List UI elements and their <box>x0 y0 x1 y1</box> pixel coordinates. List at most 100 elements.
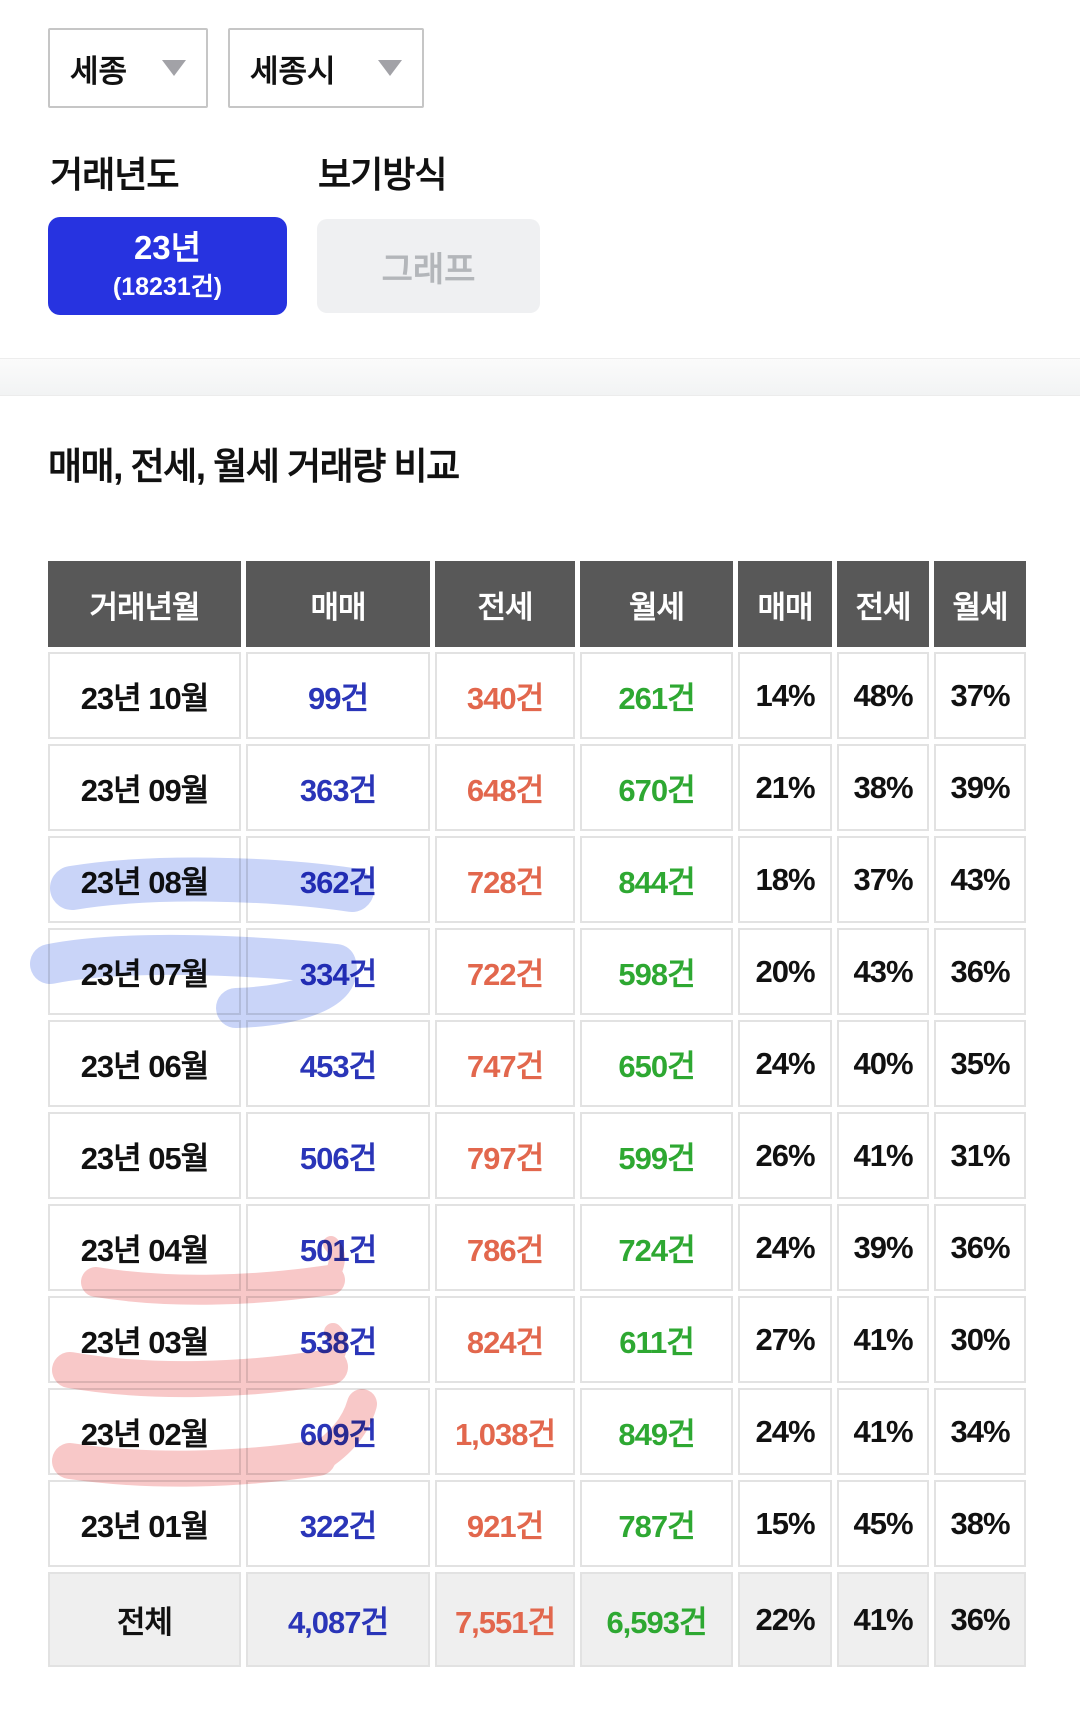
year-filter-button-count: (18231건) <box>112 272 223 301</box>
cell-jeonse: 797건 <box>435 1112 575 1199</box>
table-header-row: 거래년월 매매 전세 월세 매매 전세 월세 <box>48 561 1026 647</box>
table-row: 23년 04월 501건 786건 724건 24% 39% 36% <box>48 1204 1026 1291</box>
cell-total-wolse: 6,593건 <box>580 1572 733 1667</box>
cell-month: 23년 08월 <box>48 836 241 923</box>
table-total-row: 전체 4,087건 7,551건 6,593건 22% 41% 36% <box>48 1572 1026 1667</box>
cell-wolse: 261건 <box>580 652 733 739</box>
cell-jeonse: 722건 <box>435 928 575 1015</box>
region-dropdown[interactable]: 세종 <box>48 28 208 108</box>
section-title: 매매, 전세, 월세 거래량 비교 <box>48 446 460 487</box>
table-row: 23년 08월 362건 728건 844건 18% 37% 43% <box>48 836 1026 923</box>
cell-jeonse-pct: 48% <box>837 652 929 739</box>
cell-sale-pct: 26% <box>738 1112 832 1199</box>
table-row: 23년 06월 453건 747건 650건 24% 40% 35% <box>48 1020 1026 1107</box>
table-row: 23년 03월 538건 824건 611건 27% 41% 30% <box>48 1296 1026 1383</box>
transaction-table: 거래년월 매매 전세 월세 매매 전세 월세 23년 10월 99건 340건 … <box>43 556 1031 1672</box>
cell-sale: 362건 <box>246 836 430 923</box>
cell-sale: 506건 <box>246 1112 430 1199</box>
cell-sale-pct: 24% <box>738 1020 832 1107</box>
table-row: 23년 05월 506건 797건 599건 26% 41% 31% <box>48 1112 1026 1199</box>
table-row: 23년 10월 99건 340건 261건 14% 48% 37% <box>48 652 1026 739</box>
cell-sale: 363건 <box>246 744 430 831</box>
cell-sale-pct: 18% <box>738 836 832 923</box>
cell-sale-pct: 27% <box>738 1296 832 1383</box>
header-wolse-pct: 월세 <box>934 561 1026 647</box>
cell-sale-pct: 20% <box>738 928 832 1015</box>
cell-jeonse-pct: 38% <box>837 744 929 831</box>
cell-sale: 538건 <box>246 1296 430 1383</box>
year-section-label: 거래년도 <box>50 154 179 195</box>
cell-month: 23년 09월 <box>48 744 241 831</box>
cell-total-sale-pct: 22% <box>738 1572 832 1667</box>
cell-sale-pct: 21% <box>738 744 832 831</box>
cell-wolse: 650건 <box>580 1020 733 1107</box>
cell-sale: 453건 <box>246 1020 430 1107</box>
cell-wolse-pct: 38% <box>934 1480 1026 1567</box>
city-dropdown[interactable]: 세종시 <box>228 28 424 108</box>
cell-month: 23년 10월 <box>48 652 241 739</box>
cell-wolse-pct: 39% <box>934 744 1026 831</box>
cell-month: 23년 03월 <box>48 1296 241 1383</box>
header-sale-count: 매매 <box>246 561 430 647</box>
header-sale-pct: 매매 <box>738 561 832 647</box>
table-row: 23년 01월 322건 921건 787건 15% 45% 38% <box>48 1480 1026 1567</box>
cell-jeonse-pct: 39% <box>837 1204 929 1291</box>
cell-jeonse: 728건 <box>435 836 575 923</box>
cell-wolse-pct: 34% <box>934 1388 1026 1475</box>
cell-jeonse-pct: 45% <box>837 1480 929 1567</box>
cell-total-jeonse: 7,551건 <box>435 1572 575 1667</box>
cell-wolse-pct: 37% <box>934 652 1026 739</box>
table-row: 23년 02월 609건 1,038건 849건 24% 41% 34% <box>48 1388 1026 1475</box>
cell-jeonse-pct: 43% <box>837 928 929 1015</box>
cell-jeonse: 786건 <box>435 1204 575 1291</box>
cell-sale-pct: 24% <box>738 1388 832 1475</box>
cell-sale: 334건 <box>246 928 430 1015</box>
cell-jeonse-pct: 41% <box>837 1296 929 1383</box>
cell-jeonse-pct: 41% <box>837 1388 929 1475</box>
cell-jeonse: 747건 <box>435 1020 575 1107</box>
cell-wolse-pct: 36% <box>934 1204 1026 1291</box>
cell-month: 23년 02월 <box>48 1388 241 1475</box>
cell-sale-pct: 24% <box>738 1204 832 1291</box>
cell-wolse: 849건 <box>580 1388 733 1475</box>
cell-jeonse: 648건 <box>435 744 575 831</box>
header-month: 거래년월 <box>48 561 241 647</box>
cell-wolse: 599건 <box>580 1112 733 1199</box>
cell-total-sale: 4,087건 <box>246 1572 430 1667</box>
cell-jeonse: 824건 <box>435 1296 575 1383</box>
cell-wolse-pct: 30% <box>934 1296 1026 1383</box>
cell-jeonse-pct: 41% <box>837 1112 929 1199</box>
cell-jeonse: 340건 <box>435 652 575 739</box>
cell-jeonse: 1,038건 <box>435 1388 575 1475</box>
chevron-down-icon <box>378 60 402 76</box>
cell-month: 23년 06월 <box>48 1020 241 1107</box>
cell-sale-pct: 15% <box>738 1480 832 1567</box>
cell-wolse-pct: 31% <box>934 1112 1026 1199</box>
cell-wolse: 670건 <box>580 744 733 831</box>
section-divider <box>0 358 1080 396</box>
cell-month: 23년 04월 <box>48 1204 241 1291</box>
cell-total-wolse-pct: 36% <box>934 1572 1026 1667</box>
year-filter-button[interactable]: 23년 (18231건) <box>48 217 287 315</box>
graph-view-button[interactable]: 그래프 <box>317 219 540 313</box>
cell-sale: 501건 <box>246 1204 430 1291</box>
cell-wolse: 787건 <box>580 1480 733 1567</box>
cell-wolse: 611건 <box>580 1296 733 1383</box>
year-filter-button-year: 23년 <box>133 229 202 267</box>
cell-month: 23년 05월 <box>48 1112 241 1199</box>
cell-wolse: 724건 <box>580 1204 733 1291</box>
cell-month: 23년 01월 <box>48 1480 241 1567</box>
cell-sale: 322건 <box>246 1480 430 1567</box>
table-row: 23년 09월 363건 648건 670건 21% 38% 39% <box>48 744 1026 831</box>
cell-sale-pct: 14% <box>738 652 832 739</box>
header-jeonse-pct: 전세 <box>837 561 929 647</box>
chevron-down-icon <box>162 60 186 76</box>
cell-jeonse: 921건 <box>435 1480 575 1567</box>
cell-sale: 609건 <box>246 1388 430 1475</box>
cell-total-jeonse-pct: 41% <box>837 1572 929 1667</box>
cell-wolse-pct: 35% <box>934 1020 1026 1107</box>
region-dropdown-value: 세종 <box>70 53 128 89</box>
table-row: 23년 07월 334건 722건 598건 20% 43% 36% <box>48 928 1026 1015</box>
view-section-label: 보기방식 <box>318 154 447 195</box>
